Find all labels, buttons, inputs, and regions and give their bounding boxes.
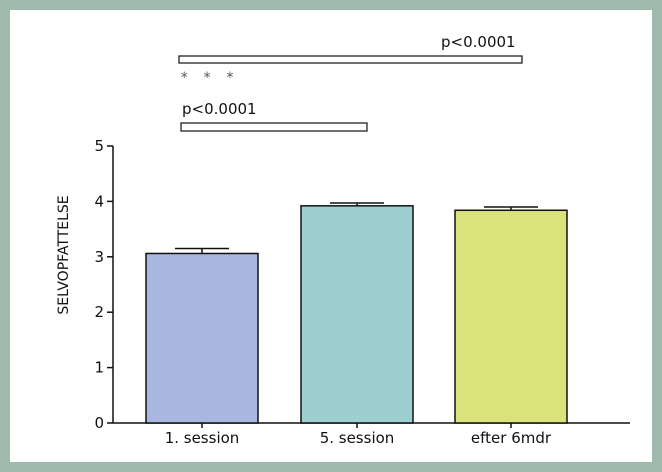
significance-bar-short [180, 122, 368, 132]
bars-group [145, 202, 568, 424]
bar-chart: SELVOPFATTELSE p<0.0001 * * * p<0.0001 0… [56, 33, 630, 447]
labels-group: 1. session 5. session efter 6mdr [165, 429, 552, 447]
significance-stars: * * * [180, 70, 237, 86]
y-axis-label: SELVOPFATTELSE [56, 195, 72, 314]
bar [145, 252, 259, 424]
y-tick-label: 4 [94, 192, 104, 210]
y-tick-label: 3 [94, 248, 104, 266]
chart-panel: SELVOPFATTELSE p<0.0001 * * * p<0.0001 0… [10, 10, 652, 462]
significance-bar-long [178, 55, 523, 64]
x-category-label: efter 6mdr [471, 429, 552, 447]
x-category-label: 5. session [320, 429, 395, 447]
bar [300, 205, 414, 424]
significance-label-short: p<0.0001 [182, 100, 257, 118]
y-tick-label: 1 [94, 359, 104, 377]
bar [454, 209, 568, 424]
y-tick-label: 5 [94, 137, 104, 155]
y-tick-label: 0 [94, 414, 104, 432]
x-category-label: 1. session [165, 429, 240, 447]
significance-label-long: p<0.0001 [441, 33, 516, 51]
y-tick-label: 2 [94, 303, 104, 321]
